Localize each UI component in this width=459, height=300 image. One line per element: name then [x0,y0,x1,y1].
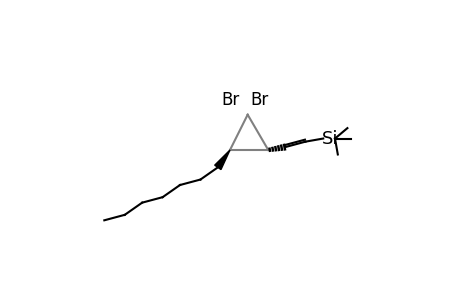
Text: Br: Br [221,92,239,110]
Text: Br: Br [250,92,268,110]
Text: Si: Si [321,130,337,148]
Polygon shape [214,150,230,170]
